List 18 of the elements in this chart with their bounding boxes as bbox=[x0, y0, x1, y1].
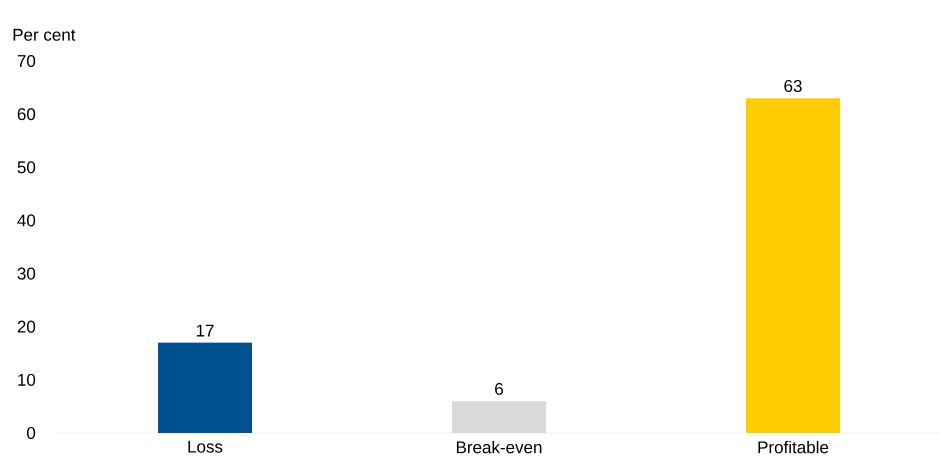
x-tick-label: Loss bbox=[188, 440, 222, 453]
x-tick-label: Profitable bbox=[758, 440, 828, 454]
bar bbox=[158, 342, 252, 433]
y-tick-label: 30 bbox=[18, 268, 36, 280]
y-tick-label: 70 bbox=[18, 54, 36, 68]
data-label: 63 bbox=[784, 80, 802, 92]
x-tick-label: Break-even bbox=[456, 440, 542, 454]
data-label: 17 bbox=[196, 324, 214, 336]
y-tick-label: 10 bbox=[18, 374, 36, 386]
y-tick-label: 0 bbox=[27, 426, 36, 440]
bar bbox=[746, 98, 840, 433]
data-label: 6 bbox=[495, 382, 503, 395]
y-tick-label: 40 bbox=[17, 214, 36, 226]
y-tick-label: 20 bbox=[18, 320, 36, 333]
y-tick-label: 50 bbox=[18, 161, 36, 174]
bar bbox=[452, 401, 546, 433]
y-axis-title: Per cent bbox=[14, 28, 76, 41]
y-tick-label: 60 bbox=[18, 108, 36, 120]
